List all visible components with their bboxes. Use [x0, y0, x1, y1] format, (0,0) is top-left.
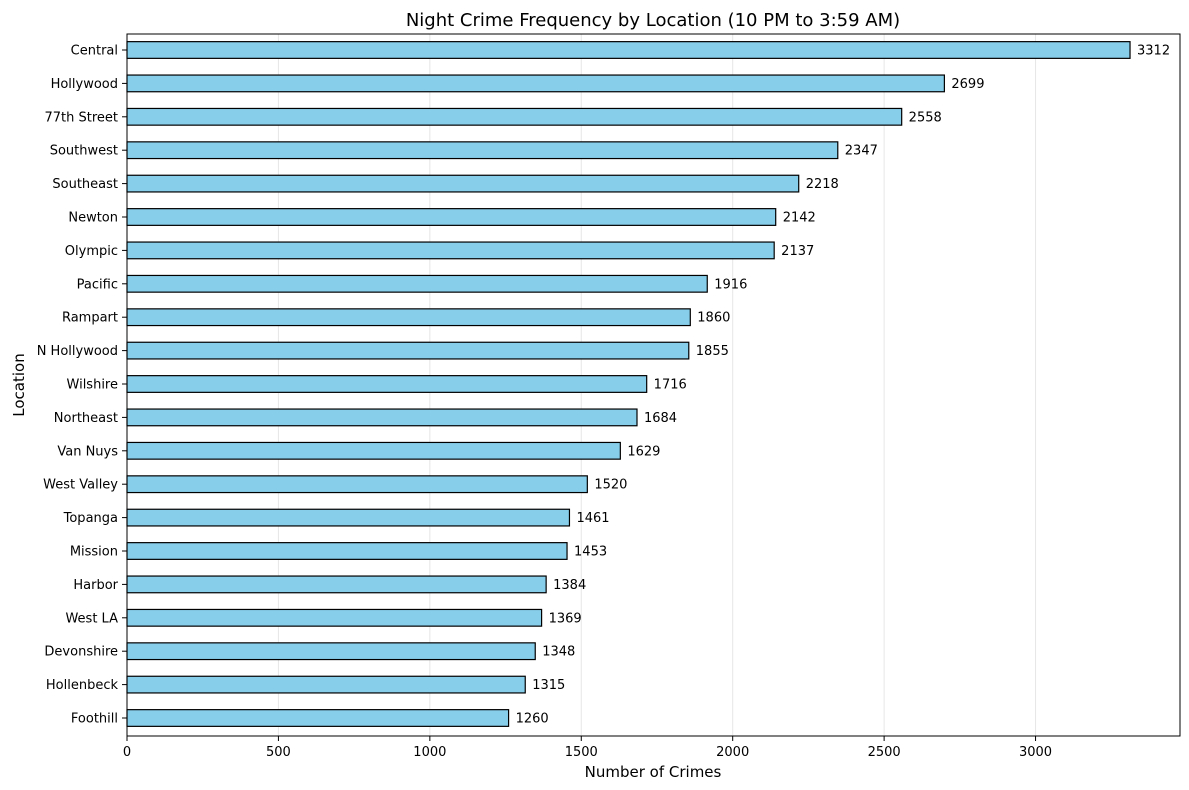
bar-value-label: 1916 — [714, 277, 747, 292]
bar-value-label: 1520 — [594, 478, 627, 493]
y-tick-label: Pacific — [77, 277, 118, 292]
y-tick-label: Hollenbeck — [46, 678, 119, 693]
y-tick-label: Foothill — [71, 712, 118, 727]
bar-value-label: 1855 — [696, 344, 729, 359]
y-tick-label: Van Nuys — [57, 444, 118, 459]
bar — [126, 508, 571, 527]
bar — [126, 74, 945, 93]
y-tick-label: Olympic — [65, 244, 118, 259]
plot-frame — [126, 33, 1181, 737]
bar-value-label: 1369 — [549, 611, 582, 626]
chart-title: Night Crime Frequency by Location (10 PM… — [406, 10, 900, 31]
y-tick-label: Devonshire — [44, 645, 118, 660]
y-tick-label: West Valley — [43, 478, 118, 493]
y-tick-label: Wilshire — [67, 378, 118, 393]
bar-value-label: 1716 — [654, 378, 687, 393]
bar-value-label: 1629 — [627, 444, 660, 459]
bars — [126, 41, 1131, 727]
y-tick-label: Mission — [70, 545, 118, 560]
bar — [126, 341, 690, 360]
bar-value-label: 1684 — [644, 411, 677, 426]
y-tick-label: Harbor — [73, 578, 118, 593]
x-tick-label: 2000 — [716, 745, 749, 760]
bar-value-label: 2142 — [783, 211, 816, 226]
bar-value-label: 2699 — [951, 77, 984, 92]
y-tick-label: 77th Street — [44, 110, 118, 125]
y-tick-label: Northeast — [54, 411, 118, 426]
bar — [126, 274, 708, 293]
bar-value-label: 1461 — [576, 511, 609, 526]
x-tick-label: 0 — [123, 745, 131, 760]
y-tick-label: Rampart — [62, 311, 118, 326]
bar — [126, 107, 903, 126]
y-tick-label: Southeast — [52, 177, 118, 192]
y-tick-label: Topanga — [63, 511, 118, 526]
x-tick-label: 1500 — [565, 745, 598, 760]
y-axis-title: Location — [10, 353, 28, 416]
bar — [126, 575, 547, 594]
bar — [126, 408, 638, 427]
bar — [126, 41, 1131, 59]
bar — [126, 208, 777, 226]
bar — [126, 241, 775, 260]
x-axis-title: Number of Crimes — [585, 763, 722, 781]
x-tick-label: 500 — [266, 745, 291, 760]
x-tick-label: 2500 — [868, 745, 901, 760]
bar-value-label: 3312 — [1137, 44, 1170, 59]
bar-value-label: 1860 — [697, 311, 730, 326]
y-tick-label: Central — [71, 44, 118, 59]
bar — [126, 141, 839, 160]
bar-value-label: 1384 — [553, 578, 586, 593]
x-tick-label: 1000 — [413, 745, 446, 760]
bar-value-label: 1348 — [542, 645, 575, 660]
y-tick-label: West LA — [65, 611, 118, 626]
bar — [126, 174, 800, 193]
y-axis-ticks: Central Hollywood 77th Street Southwest Sout… — [37, 44, 127, 727]
bar — [126, 375, 648, 393]
bar-value-label: 2137 — [781, 244, 814, 259]
x-axis-ticks: 0 500 1000 1500 2000 2500 3000 — [123, 736, 1052, 760]
bar-value-labels: 3312 2699 2558 2347 2218 2142 2137 1916 1860 1855… — [516, 44, 1171, 727]
bar — [126, 709, 510, 727]
y-tick-label: Southwest — [50, 144, 118, 159]
y-tick-label: N Hollywood — [37, 344, 118, 359]
bar-value-label: 2558 — [909, 110, 942, 125]
bar — [126, 441, 621, 460]
y-tick-label: Newton — [68, 211, 118, 226]
bar — [126, 642, 536, 661]
bar — [126, 608, 543, 627]
x-tick-label: 3000 — [1019, 745, 1052, 760]
bar-value-label: 1453 — [574, 545, 607, 560]
bar — [126, 675, 526, 694]
bar-value-label: 2218 — [806, 177, 839, 192]
bar — [126, 542, 568, 560]
bar-value-label: 1315 — [532, 678, 565, 693]
bar — [126, 475, 588, 494]
bar-value-label: 1260 — [516, 712, 549, 727]
bar-value-label: 2347 — [845, 144, 878, 159]
y-tick-label: Hollywood — [51, 77, 118, 92]
bar — [126, 308, 691, 327]
